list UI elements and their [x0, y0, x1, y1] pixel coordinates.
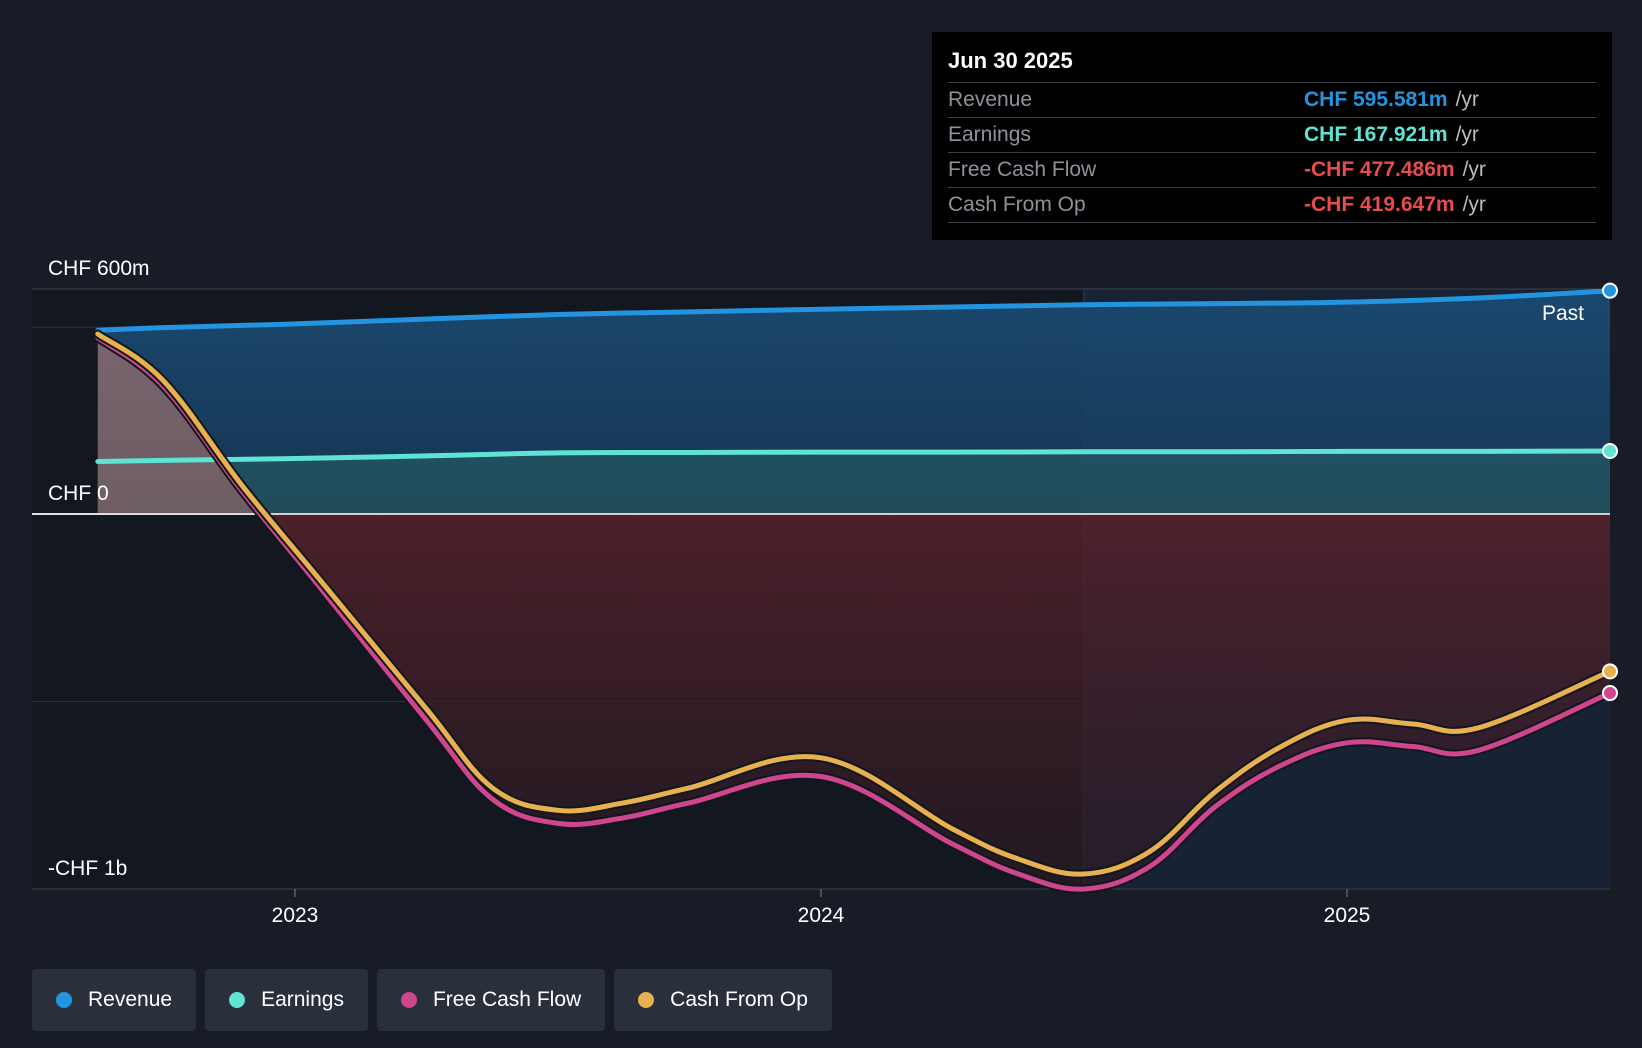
tooltip-unit: /yr — [1462, 193, 1486, 216]
earnings-end-marker — [1602, 443, 1618, 460]
legend-item-earnings[interactable]: Earnings — [205, 969, 368, 1031]
legend-dot-icon — [400, 992, 417, 1008]
earnings-line — [95, 448, 1613, 464]
legend-dot-icon — [229, 992, 246, 1008]
tooltip-value: -CHF 419.647m — [1304, 193, 1455, 216]
fcf-area-negative — [97, 514, 1610, 890]
tooltip-date: Jun 30 2025 — [948, 46, 1596, 83]
series-lines — [93, 288, 1615, 894]
legend-label: Revenue — [88, 988, 173, 1011]
tooltip-value: -CHF 477.486m — [1304, 158, 1455, 181]
legend-label: Earnings — [261, 988, 344, 1011]
legend-item-revenue[interactable]: Revenue — [32, 969, 197, 1031]
past-label: Past — [1542, 302, 1584, 325]
revenue-line — [95, 288, 1613, 333]
area-fills — [32, 290, 1610, 890]
y-tick-label: -CHF 1b — [48, 857, 127, 880]
legend-item-cash-from-op[interactable]: Cash From Op — [614, 969, 832, 1031]
cfo-end-marker — [1602, 663, 1618, 680]
tooltip-row-free-cash-flow: Free Cash Flow -CHF 477.486m /yr — [948, 153, 1596, 188]
legend-item-free-cash-flow[interactable]: Free Cash Flow — [376, 969, 606, 1031]
tooltip-unit: /yr — [1455, 88, 1479, 111]
y-tick-label: CHF 600m — [48, 257, 150, 280]
hover-tooltip: Jun 30 2025 Revenue CHF 595.581m /yr Ear… — [932, 32, 1612, 240]
legend-label: Cash From Op — [670, 988, 808, 1011]
axes: CHF 600m CHF 0 -CHF 1b 2023 2024 2025 Past — [48, 257, 1584, 927]
tooltip-row-earnings: Earnings CHF 167.921m /yr — [948, 118, 1596, 153]
y-tick-label: CHF 0 — [48, 482, 109, 505]
tooltip-row-revenue: Revenue CHF 595.581m /yr — [948, 83, 1596, 118]
tooltip-label: Cash From Op — [948, 193, 1086, 216]
tooltip-label: Revenue — [948, 88, 1033, 111]
legend-dot-icon — [56, 992, 72, 1008]
tooltip-unit: /yr — [1455, 123, 1479, 146]
fcf-line — [95, 335, 1613, 892]
fcf-end-marker — [1602, 685, 1618, 702]
earnings-area — [97, 451, 1610, 514]
tooltip-value: CHF 595.581m — [1304, 88, 1448, 111]
tooltip-label: Earnings — [948, 123, 1031, 146]
legend-label: Free Cash Flow — [432, 988, 582, 1011]
x-tick-label: 2023 — [272, 904, 319, 927]
tooltip-value: CHF 167.921m — [1304, 123, 1448, 146]
x-tick-label: 2024 — [798, 904, 845, 927]
tooltip-row-cash-from-op: Cash From Op -CHF 419.647m /yr — [948, 188, 1596, 223]
end-markers — [1602, 282, 1618, 702]
tooltip-unit: /yr — [1462, 158, 1486, 181]
x-tick-label: 2025 — [1324, 904, 1371, 927]
cfo-line — [95, 331, 1613, 877]
legend-dot-icon — [638, 992, 655, 1008]
legend: Revenue Earnings Free Cash Flow Cash Fro… — [32, 969, 832, 1031]
revenue-end-marker — [1602, 282, 1618, 299]
tooltip-label: Free Cash Flow — [948, 158, 1097, 181]
